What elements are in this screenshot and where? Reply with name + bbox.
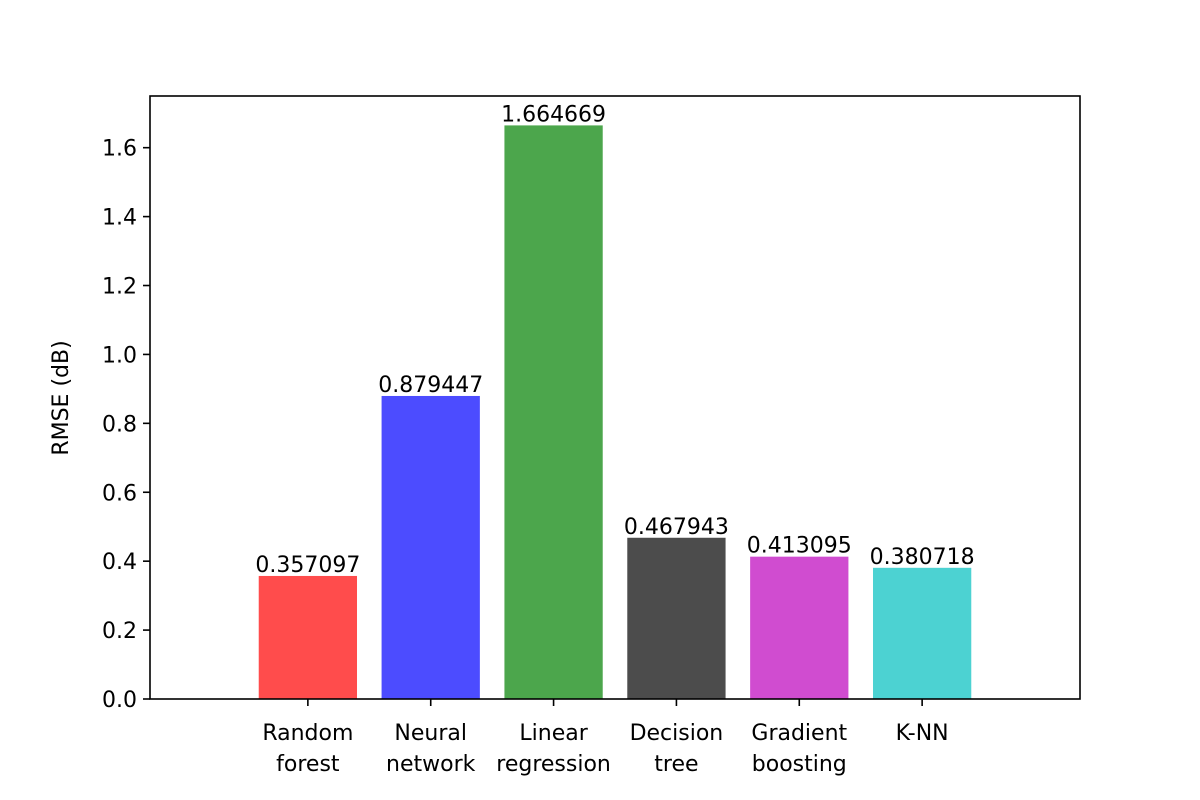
- y-tick-label-1: 0.2: [102, 619, 137, 644]
- x-tick-label-line: Decision: [630, 721, 724, 746]
- x-tick-label-1: Neural network: [386, 721, 476, 777]
- x-tick-label-0: Random forest: [262, 721, 353, 777]
- x-axis: Random forest Neural network Linear regressio…: [262, 699, 949, 777]
- bar-value-label-3: 0.467943: [624, 515, 729, 540]
- y-tick-label-5: 1.0: [102, 343, 137, 368]
- x-tick-label-5: K-NN: [896, 721, 949, 746]
- bar-1: [381, 395, 480, 699]
- x-tick-label-line: network: [386, 752, 476, 777]
- value-labels-group: 0.357097 0.879447 1.664669 0.467943 0.413095…: [255, 102, 974, 578]
- x-tick-label-line: Gradient: [751, 721, 847, 746]
- bar-value-label-2: 1.664669: [501, 102, 606, 127]
- x-tick-label-line: Random: [262, 721, 353, 746]
- bar-2: [504, 125, 603, 699]
- y-axis-label: RMSE (dB): [49, 340, 74, 455]
- bar-5: [872, 567, 972, 699]
- plot-frame: [149, 95, 1081, 700]
- bar-value-label-4: 0.413095: [747, 534, 852, 559]
- bar-value-label-0: 0.357097: [255, 553, 360, 578]
- bar-value-label-5: 0.380718: [870, 545, 975, 570]
- bar-0: [258, 575, 358, 699]
- y-tick-label-0: 0.0: [102, 688, 137, 713]
- x-tick-label-line: forest: [276, 752, 340, 777]
- y-tick-label-3: 0.6: [102, 481, 137, 506]
- x-tick-label-line: Linear: [519, 721, 588, 746]
- bar-4: [750, 556, 849, 699]
- y-tick-label-4: 0.8: [102, 412, 137, 437]
- x-tick-label-line: K-NN: [896, 721, 949, 746]
- bar-3: [627, 537, 726, 699]
- x-tick-label-line: regression: [496, 752, 611, 777]
- y-axis: 0.0 0.2 0.4 0.6 0.8 1.0 1.2 1.4 1.6: [102, 137, 150, 713]
- y-tick-label-6: 1.2: [102, 275, 137, 300]
- x-tick-label-line: Neural: [394, 721, 467, 746]
- bar-value-label-1: 0.879447: [378, 373, 483, 398]
- x-tick-label-3: Decision tree: [630, 721, 724, 777]
- x-tick-label-4: Gradient boosting: [751, 721, 847, 777]
- y-tick-label-8: 1.6: [102, 137, 137, 162]
- y-tick-label-7: 1.4: [102, 206, 137, 231]
- bars-group: [258, 125, 972, 699]
- x-tick-label-line: tree: [654, 752, 698, 777]
- x-tick-label-2: Linear regression: [496, 721, 611, 777]
- y-tick-label-2: 0.4: [102, 550, 137, 575]
- x-tick-label-line: boosting: [752, 752, 847, 777]
